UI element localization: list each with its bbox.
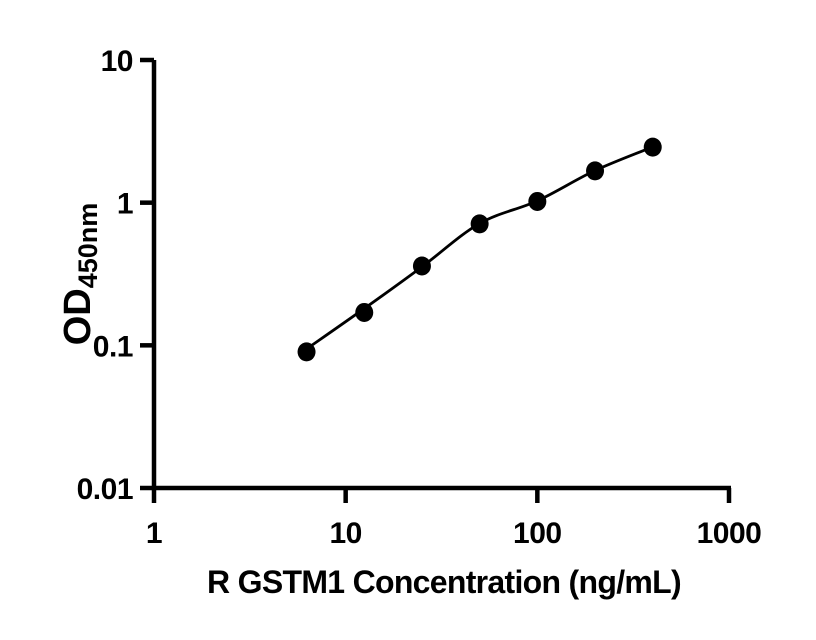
y-tick-label: 0.01 <box>77 473 133 506</box>
data-point-marker <box>643 137 662 157</box>
y-tick-label: 1 <box>117 188 133 221</box>
data-point-marker <box>470 214 489 234</box>
y-tick-label: 0.1 <box>93 330 133 363</box>
axis-spines <box>151 60 731 491</box>
data-point-marker <box>297 342 316 362</box>
data-point-marker <box>586 161 605 181</box>
x-axis-title: R GSTM1 Concentration (ng/mL) <box>207 564 681 600</box>
y-axis-title: OD450nm <box>57 203 103 346</box>
x-tick-label: 1000 <box>697 517 762 550</box>
data-point-marker <box>528 191 547 211</box>
axes-layer <box>140 57 732 503</box>
data-point-marker <box>412 256 431 276</box>
data-points-layer <box>297 137 662 362</box>
data-point-marker <box>355 302 374 322</box>
x-tick-label: 1 <box>146 517 162 550</box>
tick-labels-layer: 10 1 0.1 0.01 1 10 100 1000 <box>77 45 762 550</box>
y-axis-title-main: OD <box>57 288 99 345</box>
y-axis-title-subscript: 450nm <box>73 203 103 289</box>
x-tick-label: 10 <box>329 517 361 550</box>
y-tick-label: 10 <box>101 45 133 78</box>
x-tick-label: 100 <box>513 517 562 550</box>
